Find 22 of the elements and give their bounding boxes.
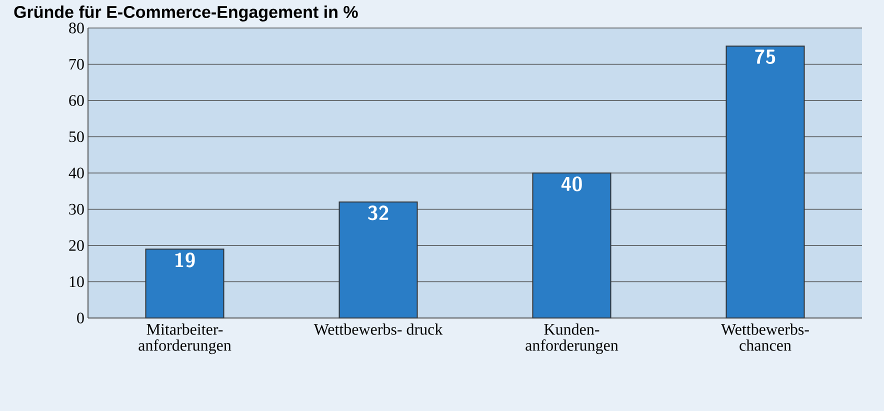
- data-label: 75: [755, 50, 776, 64]
- data-label: 32: [368, 206, 388, 220]
- y-tick-label: 60: [69, 95, 84, 106]
- bar: [726, 46, 805, 318]
- x-tick-label: Wettbewerbs- druck: [314, 324, 443, 335]
- y-tick-label: 40: [68, 168, 84, 178]
- y-tick-label: 50: [69, 131, 84, 142]
- y-tick-label: 10: [70, 276, 84, 288]
- x-tick-label: Wettbewerbs- chancen: [721, 324, 809, 351]
- y-tick-label: 80: [69, 22, 84, 34]
- y-tick-label: 70: [70, 58, 84, 70]
- bar: [532, 172, 612, 318]
- y-tick-label: 0: [77, 312, 84, 324]
- chart-title: Gründe für E-Commerce-Engagement in %: [14, 6, 358, 22]
- y-tick-label: 30: [69, 204, 84, 215]
- bar: [145, 248, 224, 318]
- x-tick-label: Kunden- anforderungen: [526, 324, 618, 354]
- data-label: 40: [561, 176, 582, 192]
- y-tick-label: 20: [69, 240, 84, 251]
- bar: [338, 201, 418, 318]
- x-tick-label: Mitarbeiter- anforderungen: [138, 324, 232, 354]
- data-label: 19: [175, 252, 195, 268]
